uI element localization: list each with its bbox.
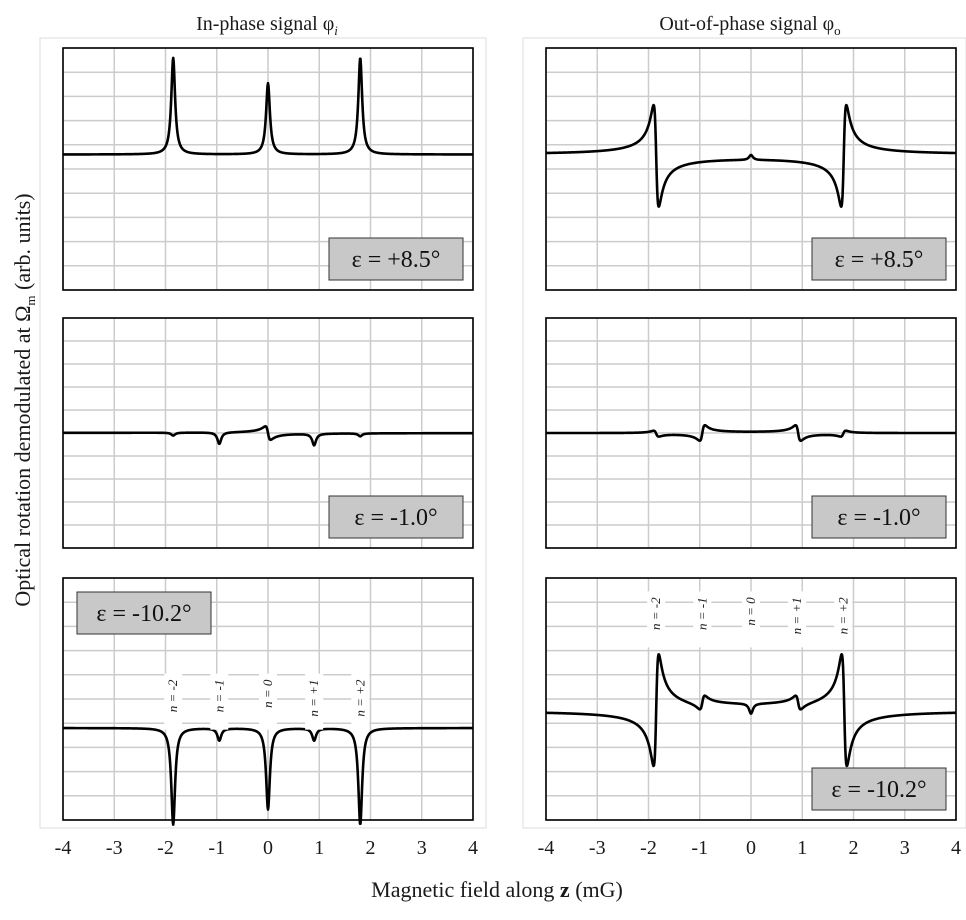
- panel-5: n = -2 n = -1 n = 0 n = +1 n = +2 ε = -10.2° -…: [55, 577, 478, 859]
- x-tick-label: -3: [106, 837, 123, 859]
- x-tick-label: 0: [263, 837, 273, 859]
- panel-3: ε = -1.0°: [62, 317, 474, 549]
- series-line: [545, 423, 957, 443]
- x-tick-label: 1: [314, 837, 324, 859]
- series-line: [62, 425, 474, 447]
- x-tick-label: 4: [951, 837, 961, 859]
- n-label-bg: [834, 591, 853, 648]
- x-axis-label: Magnetic field along z (mG): [371, 877, 623, 902]
- x-tick-label: 3: [900, 837, 910, 859]
- x-tick-label: 1: [797, 837, 807, 859]
- n-label: n = 0: [260, 679, 275, 708]
- epsilon-badge: [811, 237, 947, 281]
- plot-frame: [62, 47, 474, 291]
- n-label-bg: [693, 591, 712, 648]
- n-label: n = -1: [694, 597, 709, 630]
- epsilon-label: ε = +8.5°: [352, 247, 441, 273]
- epsilon-label: ε = -10.2°: [96, 601, 191, 627]
- series-line: [62, 56, 474, 156]
- panel-2: ε = +8.5°: [545, 47, 957, 291]
- plot-frame: [545, 317, 957, 549]
- epsilon-badge: [811, 495, 947, 539]
- x-tick-label: 4: [468, 837, 478, 859]
- n-label-bg: [788, 591, 807, 648]
- x-tick-label: -1: [208, 837, 225, 859]
- panel-1: ε = +8.5°: [62, 47, 474, 291]
- column-title-out-of-phase: Out-of-phase signal φo: [659, 13, 840, 38]
- x-tick-label: 2: [366, 837, 376, 859]
- n-label: n = 0: [743, 597, 758, 626]
- n-label: n = -1: [211, 680, 226, 713]
- plot-frame: [545, 577, 957, 821]
- panels: ε = +8.5° ε = +8.5° ε = -1.0° ε = -1.0° n = …: [39, 37, 966, 859]
- n-label: n = +1: [789, 597, 804, 634]
- epsilon-label: ε = -10.2°: [831, 777, 926, 803]
- n-label: n = +2: [835, 597, 850, 635]
- column-title-in-phase: In-phase signal φi: [196, 13, 338, 38]
- x-tick-label: 3: [417, 837, 427, 859]
- epsilon-badge: [76, 591, 212, 635]
- series-line: [545, 103, 957, 208]
- n-label: n = -2: [165, 679, 180, 712]
- n-label-bg: [305, 673, 324, 730]
- column-frame: [39, 37, 487, 829]
- panel-4: ε = -1.0°: [545, 317, 957, 549]
- series-line: [62, 726, 474, 826]
- x-tick-label: -4: [538, 837, 555, 859]
- epsilon-badge: [328, 237, 464, 281]
- x-tick-label: -3: [589, 837, 606, 859]
- x-tick-label: 2: [849, 837, 859, 859]
- epsilon-badge: [811, 767, 947, 811]
- panel-6: n = -2 n = -1 n = 0 n = +1 n = +2 ε = -10.2° -…: [538, 577, 961, 859]
- epsilon-label: ε = -1.0°: [837, 505, 920, 531]
- n-label: n = +2: [352, 679, 367, 717]
- epsilon-label: ε = +8.5°: [835, 247, 924, 273]
- n-label: n = -2: [648, 597, 663, 630]
- plot-frame: [62, 317, 474, 549]
- n-label-bg: [742, 591, 760, 648]
- n-label-bg: [647, 591, 666, 648]
- n-label-bg: [164, 673, 183, 730]
- x-tick-label: -2: [157, 837, 174, 859]
- n-label-bg: [210, 673, 229, 730]
- series-line: [545, 652, 957, 768]
- n-label-bg: [259, 673, 277, 730]
- x-tick-label: -2: [640, 837, 657, 859]
- epsilon-label: ε = -1.0°: [354, 505, 437, 531]
- plot-frame: [62, 577, 474, 821]
- y-axis-label: Optical rotation demodulated at Ωm (arb.…: [10, 193, 38, 606]
- x-tick-label: -4: [55, 837, 72, 859]
- n-label-bg: [351, 673, 370, 730]
- column-frame: [522, 37, 966, 829]
- n-label: n = +1: [306, 680, 321, 717]
- x-tick-label: 0: [746, 837, 756, 859]
- plot-frame: [545, 47, 957, 291]
- epsilon-badge: [328, 495, 464, 539]
- x-tick-label: -1: [691, 837, 708, 859]
